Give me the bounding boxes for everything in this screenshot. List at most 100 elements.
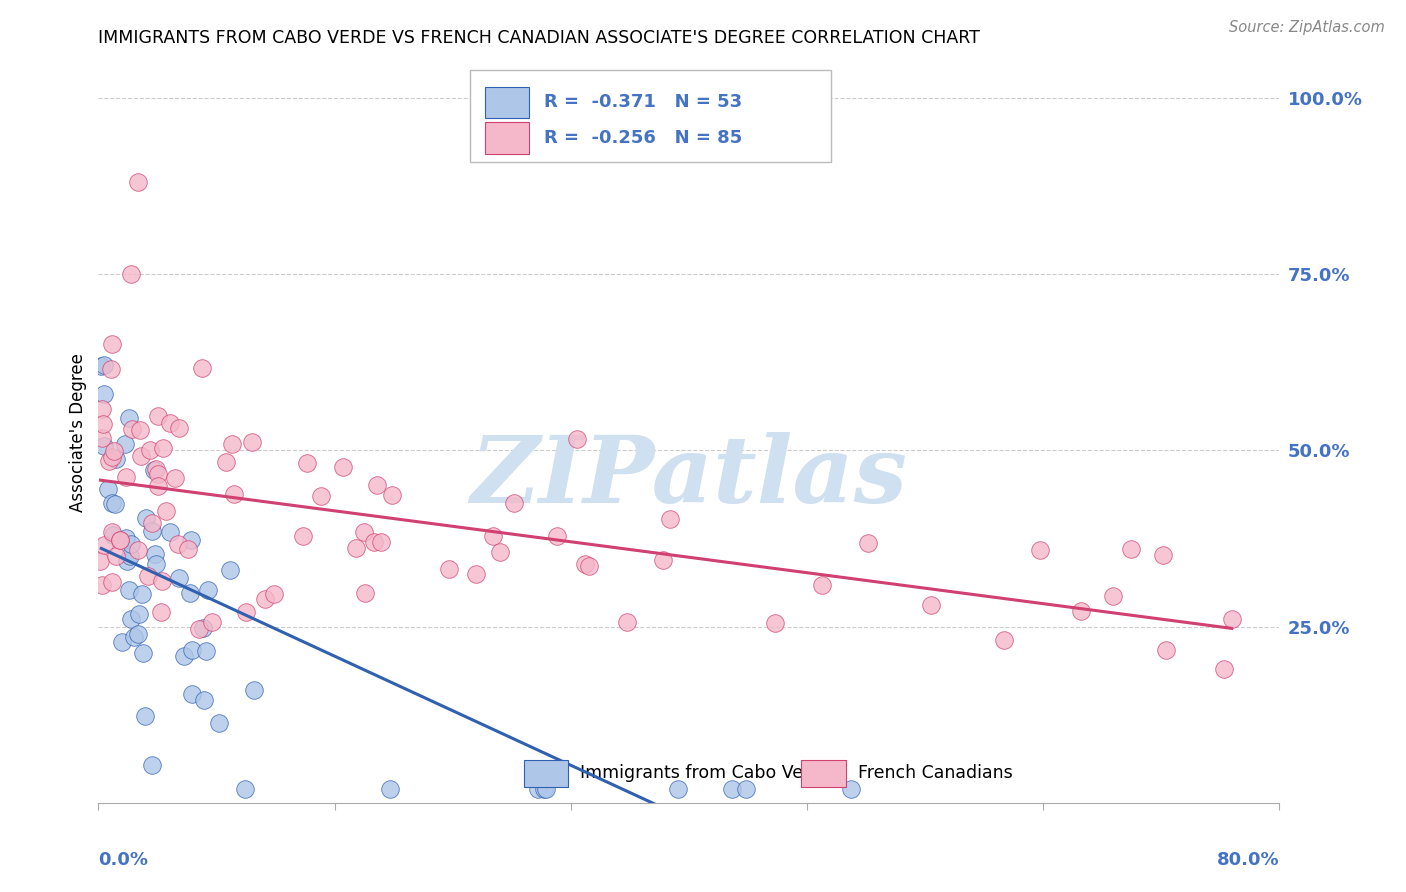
Point [131, 449, 153, 463]
Point [118, 411, 141, 425]
Point [104, 497, 127, 511]
Point [721, 781, 744, 796]
Point [1070, 604, 1092, 618]
Point [219, 563, 242, 577]
Point [97, 482, 120, 496]
Point [89, 553, 111, 567]
Point [98, 454, 121, 468]
Point [105, 549, 128, 563]
Point [134, 709, 156, 723]
Point [547, 528, 569, 542]
Point [482, 529, 505, 543]
Point [297, 456, 319, 470]
Point [91, 402, 114, 417]
Point [115, 532, 138, 546]
Point [651, 552, 673, 566]
Point [309, 489, 332, 503]
Point [131, 587, 153, 601]
Point [118, 582, 141, 597]
Point [381, 487, 404, 501]
Point [101, 337, 124, 351]
Point [1220, 612, 1243, 626]
Point [578, 558, 600, 573]
Point [437, 562, 460, 576]
Point [90, 577, 112, 591]
Point [659, 511, 682, 525]
Point [120, 267, 142, 281]
Point [90, 359, 112, 373]
Point [503, 496, 526, 510]
Point [1029, 542, 1052, 557]
Point [180, 533, 202, 547]
Point [191, 361, 214, 376]
Point [91, 431, 114, 445]
Point [1154, 643, 1177, 657]
Point [111, 635, 134, 649]
Point [128, 423, 150, 437]
Point [993, 632, 1015, 647]
Point [141, 758, 163, 772]
Point [93, 358, 115, 372]
Point [370, 535, 392, 549]
Point [150, 574, 173, 588]
Point [145, 462, 167, 476]
Point [221, 437, 243, 451]
Point [100, 362, 122, 376]
Point [526, 781, 548, 796]
Point [574, 558, 596, 572]
Point [332, 459, 354, 474]
Point [378, 781, 401, 796]
Point [243, 682, 266, 697]
Point [363, 535, 385, 549]
Text: Source: ZipAtlas.com: Source: ZipAtlas.com [1229, 20, 1385, 35]
Text: 0.0%: 0.0% [98, 851, 149, 869]
Point [233, 781, 256, 796]
Point [191, 621, 214, 635]
Point [101, 527, 124, 541]
Point [141, 524, 163, 539]
Point [195, 644, 218, 658]
Point [91, 417, 114, 431]
FancyBboxPatch shape [485, 87, 530, 118]
Point [145, 557, 167, 571]
Text: French Canadians: French Canadians [858, 764, 1012, 782]
Point [159, 524, 181, 539]
Point [115, 554, 138, 568]
Text: IMMIGRANTS FROM CABO VERDE VS FRENCH CANADIAN ASSOCIATE'S DEGREE CORRELATION CHA: IMMIGRANTS FROM CABO VERDE VS FRENCH CAN… [98, 29, 980, 47]
Point [127, 543, 149, 558]
Point [240, 434, 263, 449]
Point [150, 605, 173, 619]
Point [167, 420, 190, 434]
Point [101, 575, 124, 590]
Point [155, 504, 177, 518]
FancyBboxPatch shape [485, 122, 530, 153]
Point [115, 470, 138, 484]
Point [148, 409, 170, 424]
Point [121, 422, 143, 436]
Point [101, 450, 124, 464]
Point [142, 462, 165, 476]
Point [187, 622, 209, 636]
Point [118, 549, 141, 564]
Point [120, 612, 142, 626]
Point [1152, 548, 1174, 562]
Point [146, 467, 169, 482]
Point [181, 687, 204, 701]
Point [920, 598, 942, 612]
Point [179, 586, 201, 600]
Point [208, 715, 231, 730]
Point [180, 643, 202, 657]
Point [93, 387, 115, 401]
Point [354, 586, 377, 600]
Point [166, 536, 188, 550]
Point [810, 578, 832, 592]
Point [105, 451, 128, 466]
Point [235, 605, 257, 619]
Point [143, 548, 166, 562]
Point [1101, 589, 1123, 603]
Point [136, 569, 159, 583]
Point [169, 571, 191, 585]
Point [839, 781, 862, 796]
Point [93, 439, 115, 453]
Point [197, 583, 219, 598]
